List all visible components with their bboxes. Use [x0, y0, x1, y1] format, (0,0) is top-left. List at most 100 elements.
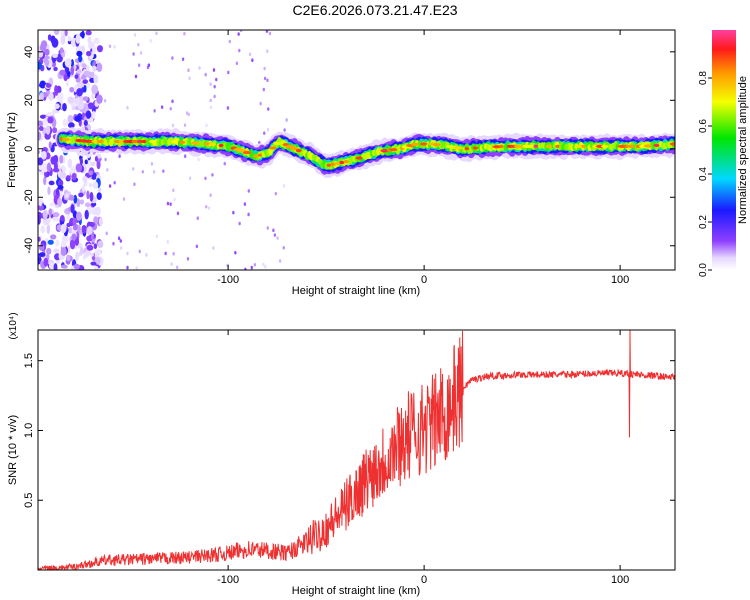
- noise-cell: [52, 127, 58, 134]
- noise-cell: [38, 252, 46, 257]
- noise-cell: [195, 244, 199, 249]
- noise-cell: [70, 59, 74, 68]
- noise-cell: [79, 157, 84, 165]
- noise-cell: [238, 221, 241, 226]
- noise-cell: [53, 263, 58, 270]
- spectrogram-xtick-label: -100: [217, 274, 239, 286]
- noise-cell: [235, 61, 239, 66]
- noise-cell: [138, 249, 141, 254]
- noise-cell: [53, 154, 59, 164]
- noise-cell: [244, 267, 247, 270]
- snr-ytick-label: 0.5: [23, 493, 35, 508]
- noise-cell: [104, 157, 107, 162]
- noise-cell: [83, 120, 88, 127]
- spectrogram-data: [38, 30, 675, 270]
- noise-cell: [53, 248, 60, 254]
- ridge-peak: [653, 143, 660, 147]
- noise-cell: [60, 264, 68, 269]
- noise-cell: [66, 175, 71, 180]
- noise-cell: [48, 208, 53, 216]
- noise-cell: [38, 61, 43, 70]
- noise-cell: [274, 191, 278, 196]
- ridge-peak: [555, 144, 560, 148]
- noise-cell: [162, 169, 165, 173]
- noise-cell: [40, 150, 47, 160]
- noise-cell: [172, 251, 175, 256]
- noise-cell: [82, 79, 89, 85]
- noise-cell: [133, 182, 136, 187]
- noise-cell: [57, 179, 64, 187]
- noise-cell: [59, 69, 66, 76]
- noise-cell: [103, 98, 107, 103]
- noise-cell: [187, 112, 190, 117]
- noise-cell: [131, 167, 135, 171]
- noise-cell: [49, 202, 56, 207]
- noise-cell: [82, 176, 88, 183]
- noise-cell: [54, 103, 60, 109]
- spectrogram-xlabel: Height of straight line (km): [292, 285, 420, 297]
- noise-cell: [70, 204, 75, 214]
- noise-cell: [66, 222, 71, 228]
- noise-cell: [105, 231, 108, 236]
- noise-cell: [44, 59, 50, 67]
- noise-cell: [39, 92, 44, 101]
- ridge-peak: [334, 161, 341, 166]
- ridge-peak: [137, 139, 142, 144]
- noise-cell: [47, 116, 54, 124]
- noise-cell: [67, 158, 73, 169]
- noise-cell: [46, 162, 52, 173]
- noise-cell: [171, 99, 174, 104]
- noise-cell: [61, 52, 66, 58]
- noise-cell: [83, 70, 90, 76]
- noise-cell: [44, 48, 50, 56]
- noise-cell: [38, 215, 41, 225]
- spectrogram-xtick-label: 0: [421, 274, 427, 286]
- noise-cell: [197, 157, 200, 162]
- ridge-peak: [326, 163, 332, 167]
- noise-cell: [96, 159, 101, 170]
- ridge-peak: [513, 144, 524, 148]
- ridge-peak: [242, 150, 252, 155]
- noise-cell: [86, 153, 91, 159]
- noise-cell: [213, 94, 216, 99]
- noise-cell: [155, 31, 158, 36]
- ridge-peak: [179, 140, 186, 144]
- spectrogram-ytick-label: -20: [23, 189, 35, 205]
- ridge-peak: [533, 144, 539, 148]
- ridge-peak: [453, 146, 464, 150]
- noise-cell: [223, 161, 226, 166]
- noise-cell: [184, 154, 187, 158]
- noise-cell: [152, 169, 156, 174]
- ridge-peak: [96, 139, 104, 144]
- noise-cell: [71, 172, 77, 181]
- noise-cell: [108, 184, 112, 188]
- snr-scale-label: (x10⁴): [8, 312, 19, 339]
- noise-cell: [265, 30, 269, 33]
- noise-cell: [51, 108, 55, 117]
- colorbar: 0.0 0.2 0.4 0.6 0.8 Normalized spectral ampl…: [698, 30, 749, 277]
- noise-cell: [183, 123, 187, 127]
- noise-cell: [171, 56, 174, 60]
- noise-cell: [79, 199, 85, 205]
- noise-cell: [259, 101, 262, 106]
- noise-cell: [74, 74, 79, 79]
- noise-cell: [78, 55, 83, 63]
- noise-cell: [243, 202, 247, 206]
- noise-cell: [171, 123, 175, 128]
- noise-cell: [64, 30, 68, 37]
- ridge-peak: [669, 142, 675, 146]
- noise-cell: [40, 40, 48, 49]
- noise-cell: [97, 240, 104, 249]
- snr-axes: -100 0 100 0.5 1.0 1.5: [23, 330, 675, 586]
- snr-xtick-label: 100: [611, 574, 629, 586]
- noise-cell: [54, 88, 59, 96]
- noise-cell: [73, 194, 78, 204]
- noise-cell: [108, 44, 112, 49]
- noise-cell: [41, 163, 49, 173]
- noise-cell: [49, 262, 54, 269]
- ridge-peak: [208, 142, 217, 147]
- noise-cell: [76, 50, 83, 57]
- noise-cell: [94, 265, 99, 270]
- noise-cell: [263, 66, 266, 71]
- noise-cell: [73, 63, 77, 71]
